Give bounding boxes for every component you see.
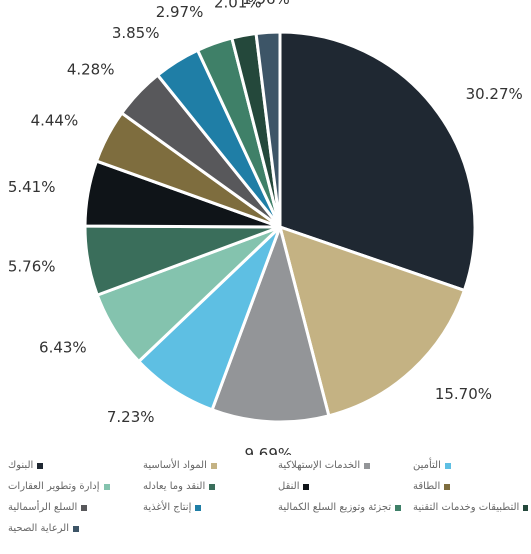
legend-label: المواد الأساسية bbox=[143, 460, 207, 471]
legend-label: إنتاج الأغذية bbox=[143, 502, 192, 513]
data-label: 5.41% bbox=[8, 178, 56, 196]
legend-swatch bbox=[210, 462, 217, 469]
legend-label: التطبيقات وخدمات التقنية bbox=[413, 502, 520, 513]
data-label: 30.27% bbox=[466, 85, 523, 103]
legend-swatch bbox=[195, 504, 202, 511]
legend-swatch bbox=[444, 462, 451, 469]
legend-item: إدارة وتطوير العقارات bbox=[8, 481, 143, 492]
legend-label: الرعاية الصحية bbox=[8, 523, 70, 534]
legend-item: التطبيقات وخدمات التقنية bbox=[413, 502, 528, 513]
legend-item: تجزئة وتوزيع السلع الكمالية bbox=[278, 502, 413, 513]
data-label: 6.43% bbox=[39, 338, 87, 356]
legend-item: البنوك bbox=[8, 460, 143, 471]
data-label: 1.96% bbox=[242, 0, 290, 8]
legend-swatch bbox=[103, 483, 110, 490]
legend-item: التأمين bbox=[413, 460, 528, 471]
data-label: 5.76% bbox=[8, 257, 56, 275]
legend-item: الخدمات الإستهلاكية bbox=[278, 460, 413, 471]
legend-swatch bbox=[444, 483, 451, 490]
legend-swatch bbox=[209, 483, 216, 490]
legend-item: إنتاج الأغذية bbox=[143, 502, 278, 513]
legend-label: النقل bbox=[278, 481, 300, 492]
data-label: 2.01% bbox=[214, 0, 262, 11]
legend-swatch bbox=[81, 504, 88, 511]
legend: البنوك المواد الأساسية الخدمات الإستهلاكية… bbox=[8, 460, 528, 534]
pie-chart: 30.27% 15.70% 9.69% 7.23% 6.43% 5.76% 5.41% 4.4… bbox=[8, 0, 523, 455]
legend-swatch bbox=[73, 525, 80, 532]
legend-label: إدارة وتطوير العقارات bbox=[8, 481, 100, 492]
legend-label: الطاقة bbox=[413, 481, 441, 492]
legend-label: النقد وما يعادله bbox=[143, 481, 206, 492]
legend-swatch bbox=[364, 462, 371, 469]
legend-label: التأمين bbox=[413, 460, 441, 471]
legend-item: النقل bbox=[278, 481, 413, 492]
legend-item: السلع الرأسمالية bbox=[8, 502, 143, 513]
data-label: 7.23% bbox=[107, 408, 155, 426]
data-label: 3.85% bbox=[112, 24, 160, 42]
legend-item: النقد وما يعادله bbox=[143, 481, 278, 492]
data-label: 2.97% bbox=[156, 3, 204, 21]
pie-slice bbox=[278, 30, 477, 293]
pie-slice bbox=[210, 222, 331, 424]
legend-label: تجزئة وتوزيع السلع الكمالية bbox=[278, 502, 392, 513]
data-label: 4.28% bbox=[67, 61, 115, 79]
legend-item: الرعاية الصحية bbox=[8, 523, 143, 534]
legend-swatch bbox=[303, 483, 310, 490]
legend-swatch bbox=[395, 504, 402, 511]
legend-swatch bbox=[523, 504, 528, 511]
legend-item: الطاقة bbox=[413, 481, 528, 492]
legend-swatch bbox=[37, 462, 44, 469]
legend-label: البنوك bbox=[8, 460, 34, 471]
legend-label: الخدمات الإستهلاكية bbox=[278, 460, 361, 471]
data-label: 4.44% bbox=[31, 111, 79, 129]
legend-item: المواد الأساسية bbox=[143, 460, 278, 471]
pie-slice bbox=[254, 30, 282, 228]
legend-label: السلع الرأسمالية bbox=[8, 502, 78, 513]
data-label: 15.70% bbox=[435, 385, 492, 403]
pie-slice bbox=[277, 224, 467, 418]
data-label: 9.69% bbox=[245, 445, 293, 455]
